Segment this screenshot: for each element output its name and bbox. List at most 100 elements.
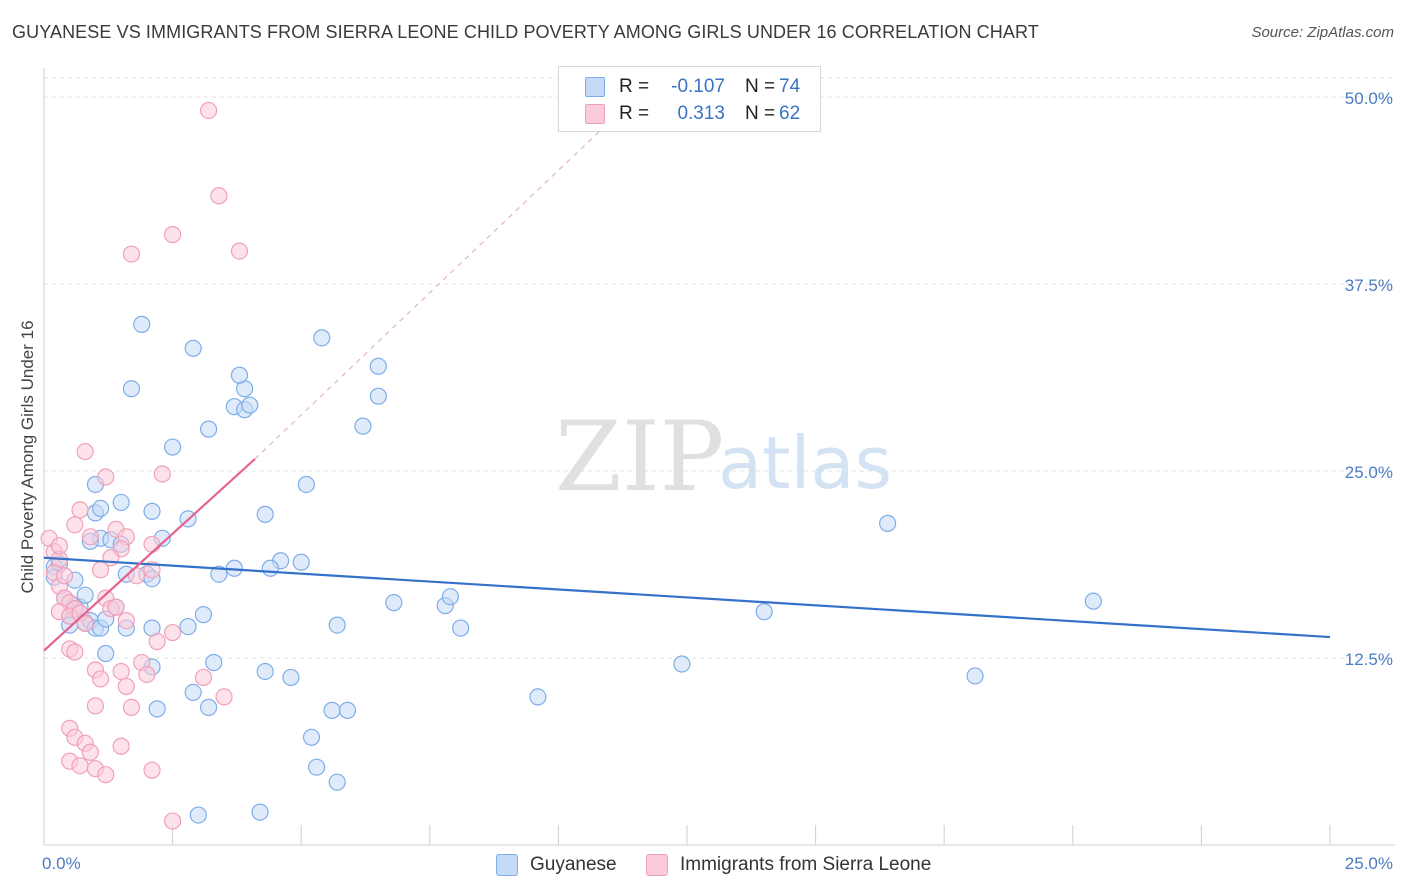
watermark-atlas: atlas	[718, 421, 892, 505]
data-point	[81, 743, 99, 761]
data-point	[97, 468, 115, 486]
data-point	[91, 499, 110, 517]
data-point	[261, 559, 279, 577]
x-tick-label: 0.0%	[42, 854, 81, 873]
data-point	[210, 187, 228, 205]
data-point	[143, 535, 161, 553]
legend-r-label: R =	[619, 76, 650, 97]
data-point	[66, 516, 84, 534]
data-point	[256, 662, 274, 681]
data-point	[966, 667, 984, 685]
data-point	[200, 101, 218, 120]
data-point	[328, 773, 346, 791]
data-point	[194, 606, 213, 624]
y-tick-label: 37.5%	[1345, 276, 1393, 295]
data-point	[529, 688, 547, 706]
series-guyanese-points	[45, 315, 1102, 824]
data-point	[179, 617, 197, 636]
trend-lines	[43, 96, 1331, 652]
y-tick-label: 25.0%	[1345, 463, 1393, 482]
data-point	[97, 644, 115, 663]
legend-r-value: 0.313	[677, 103, 725, 124]
x-tick-label: 25.0%	[1345, 854, 1393, 873]
data-point	[230, 242, 249, 260]
data-point	[385, 594, 403, 612]
data-point	[323, 701, 341, 719]
data-point	[91, 670, 110, 688]
data-point	[369, 387, 387, 405]
data-point	[133, 315, 151, 333]
data-point	[354, 417, 372, 435]
data-point	[71, 757, 89, 775]
data-point	[76, 442, 94, 461]
data-point	[86, 697, 105, 715]
data-point	[112, 493, 130, 512]
data-point	[328, 616, 346, 634]
data-point	[241, 396, 259, 414]
data-point	[66, 643, 84, 661]
data-point	[292, 553, 310, 571]
data-point	[313, 329, 331, 347]
y-tick-label: 12.5%	[1345, 650, 1393, 669]
data-point	[148, 632, 166, 651]
data-point	[302, 728, 321, 746]
watermark-zip: ZIP	[555, 401, 724, 513]
data-point	[184, 683, 202, 702]
data-point	[205, 653, 223, 672]
legend-item-guyanese: Guyanese	[496, 852, 617, 878]
data-point	[138, 665, 156, 684]
data-point	[153, 465, 171, 483]
data-point	[673, 655, 691, 673]
legend-r-label: R =	[619, 103, 650, 124]
watermark: ZIP atlas	[555, 401, 892, 513]
legend-row-guyanese: R = -0.107 N = 74	[585, 74, 800, 100]
data-point	[1084, 592, 1102, 610]
data-point	[879, 514, 897, 532]
data-point	[55, 567, 74, 585]
axes	[43, 68, 1395, 846]
data-point	[76, 614, 94, 633]
legend-n-label: N =	[745, 76, 776, 97]
data-point	[200, 698, 218, 716]
legend-label-sierra-leone: Immigrants from Sierra Leone	[680, 854, 932, 875]
series-legend: Guyanese Immigrants from Sierra Leone	[0, 852, 1406, 878]
data-point	[50, 537, 69, 555]
y-axis-label: Child Poverty Among Girls Under 16	[18, 320, 37, 593]
legend-n-value: 74	[779, 76, 801, 97]
series-sierra-leone-points	[40, 101, 249, 830]
data-point	[282, 668, 300, 687]
data-point	[441, 588, 459, 606]
legend-swatch-guyanese	[585, 77, 605, 97]
source-label: Source: ZipAtlas.com	[1251, 24, 1394, 41]
data-point	[338, 701, 357, 719]
data-point	[308, 758, 326, 776]
data-point	[117, 611, 135, 630]
data-point	[102, 549, 120, 567]
legend-n-value: 62	[779, 103, 801, 124]
data-point	[97, 766, 115, 784]
tick-labels: 12.5% 25.0% 37.5% 50.0% 0.0% 25.0%	[42, 89, 1393, 873]
data-point	[107, 598, 125, 616]
legend-row-sierra-leone: R = 0.313 N = 62	[585, 101, 800, 127]
legend-item-sierra-leone: Immigrants from Sierra Leone	[646, 852, 931, 878]
data-point	[81, 528, 99, 546]
legend-label-guyanese: Guyanese	[530, 854, 617, 875]
data-point	[112, 662, 130, 681]
data-point	[164, 438, 182, 456]
legend-swatch-sierra-leone	[646, 854, 668, 876]
data-point	[215, 688, 233, 706]
trend-extension-sierra-leone	[254, 96, 636, 460]
data-point	[164, 623, 182, 642]
data-point	[452, 619, 470, 637]
data-point	[369, 357, 387, 375]
data-point	[122, 245, 141, 263]
legend-r-value: -0.107	[671, 76, 725, 97]
trend-line-guyanese	[43, 556, 1331, 639]
data-point	[117, 677, 135, 696]
data-point	[230, 366, 249, 384]
data-point	[71, 501, 89, 519]
legend-swatch-guyanese	[496, 854, 518, 876]
data-point	[251, 803, 269, 821]
data-point	[143, 761, 161, 779]
data-point	[143, 502, 161, 520]
